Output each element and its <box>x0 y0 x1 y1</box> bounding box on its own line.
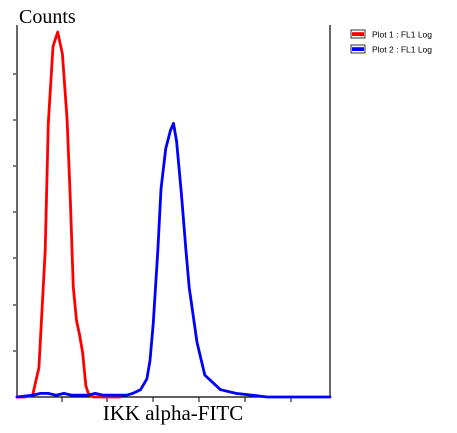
y-axis-label: Counts <box>19 6 76 28</box>
legend-label-1: Plot 1 : FL1 Log <box>372 30 432 40</box>
legend: Plot 1 : FL1 Log Plot 2 : FL1 Log <box>350 30 432 55</box>
legend-swatch-fill-2 <box>352 47 364 51</box>
series-line-2 <box>15 121 332 399</box>
legend-label-2: Plot 2 : FL1 Log <box>372 45 432 55</box>
legend-swatch-fill-1 <box>352 32 364 36</box>
series-line-1 <box>15 30 122 399</box>
plot-area <box>13 25 332 402</box>
x-axis-label: IKK alpha-FITC <box>103 401 244 425</box>
